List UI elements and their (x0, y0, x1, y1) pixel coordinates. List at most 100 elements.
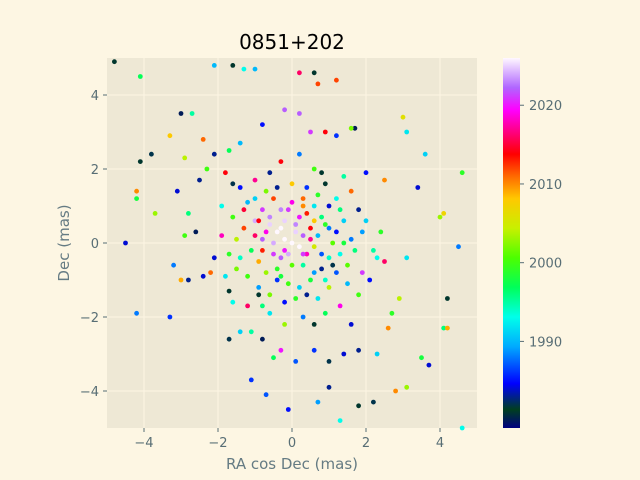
scatter-point (297, 285, 302, 290)
scatter-point (415, 185, 421, 190)
scatter-point (256, 292, 262, 298)
scatter-point (297, 111, 302, 116)
scatter-point (260, 248, 265, 253)
scatter-point (230, 214, 236, 220)
scatter-point (167, 314, 173, 320)
scatter-point (237, 255, 243, 261)
y-axis-label: Dec (mas) (55, 204, 73, 281)
scatter-point (459, 170, 465, 176)
scatter-point (371, 248, 376, 253)
scatter-point (263, 270, 269, 275)
scatter-point (226, 148, 232, 153)
scatter-point (123, 240, 128, 246)
scatter-point (356, 207, 361, 213)
colorbar-tick-label: 1990 (529, 335, 562, 350)
scatter-point (311, 203, 317, 209)
scatter-point (237, 140, 243, 146)
scatter-point (322, 129, 328, 135)
scatter-point (274, 277, 280, 283)
scatter-point (359, 270, 365, 275)
scatter-point (441, 211, 447, 216)
scatter-point (445, 296, 450, 301)
scatter-point (263, 188, 269, 194)
scatter-point (237, 185, 243, 190)
scatter-point (256, 259, 262, 264)
scatter-point (378, 229, 384, 235)
scatter-point (345, 281, 350, 287)
scatter-point (319, 251, 324, 257)
scatter-point (186, 277, 191, 283)
scatter-point (334, 229, 339, 235)
scatter-point (311, 347, 317, 353)
scatter-point (456, 244, 461, 250)
scatter-point (267, 214, 273, 220)
scatter-point (300, 251, 306, 257)
scatter-point (260, 122, 265, 127)
scatter-point (267, 170, 273, 176)
scatter-point (274, 185, 280, 190)
scatter-point (330, 262, 336, 268)
scatter-point (293, 296, 299, 301)
scatter-point (193, 229, 199, 235)
scatter-point (248, 377, 254, 383)
scatter-point (137, 74, 143, 79)
scatter-point (315, 81, 321, 87)
scatter-point (293, 229, 299, 235)
scatter-point (311, 166, 317, 172)
scatter-point (359, 229, 365, 235)
scatter-point (248, 329, 254, 335)
scatter-point (223, 273, 228, 279)
scatter-point (271, 251, 276, 257)
scatter-point (300, 314, 306, 320)
scatter-point (219, 203, 225, 209)
scatter-point (304, 251, 310, 257)
scatter-point (348, 125, 354, 131)
scatter-point (149, 151, 154, 157)
scatter-point (334, 133, 339, 139)
scatter-point (285, 281, 291, 287)
scatter-point (263, 392, 269, 398)
y-tick-label: 4 (91, 89, 99, 104)
colorbar-ticks: 1990 2000 2010 2020 (520, 99, 562, 350)
scatter-point (289, 181, 295, 187)
scatter-point (319, 170, 324, 176)
scatter-point (352, 248, 358, 253)
colorbar-tick-label: 2020 (529, 99, 562, 114)
chart-title: 0851+202 (239, 30, 345, 54)
colorbar-tick-label: 2010 (529, 178, 562, 193)
scatter-point (326, 255, 332, 261)
scatter-point (174, 188, 180, 194)
scatter-point (282, 248, 287, 253)
scatter-point (186, 211, 191, 216)
scatter-point (356, 403, 361, 409)
scatter-point (334, 196, 339, 202)
scatter-point (311, 218, 317, 224)
scatter-point (371, 399, 376, 405)
scatter-point (267, 310, 273, 316)
scatter-point (326, 203, 332, 209)
scatter-point (404, 129, 410, 135)
scatter-point (278, 225, 284, 231)
scatter-point (367, 277, 373, 283)
scatter-point (237, 329, 243, 335)
colorbar-tick-label: 2000 (529, 257, 562, 272)
scatter-point (134, 196, 140, 202)
colorbar (503, 58, 520, 428)
scatter-point (274, 266, 280, 272)
scatter-point (445, 325, 450, 331)
scatter-point (204, 166, 210, 172)
scatter-point (256, 218, 262, 224)
scatter-point (337, 251, 343, 257)
scatter-point (396, 296, 402, 301)
scatter-point (293, 359, 299, 364)
scatter-point (252, 196, 258, 202)
scatter-point (319, 214, 324, 220)
scatter-point (300, 262, 306, 268)
scatter-point (337, 418, 343, 423)
scatter-point (271, 196, 276, 202)
scatter-point (348, 322, 354, 327)
scatter-point (297, 151, 302, 157)
scatter-point (356, 347, 361, 353)
y-tick-label: −4 (80, 385, 99, 400)
